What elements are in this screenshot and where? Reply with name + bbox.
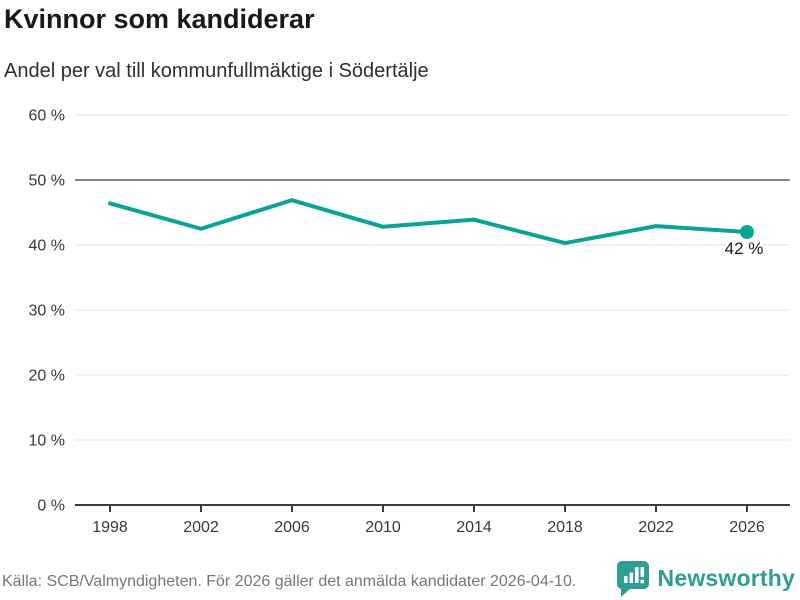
source-text: Källa: SCB/Valmyndigheten. För 2026 gäll… bbox=[2, 573, 577, 590]
y-tick-label: 40 % bbox=[29, 238, 65, 255]
x-tick-label: 2014 bbox=[456, 519, 492, 536]
y-tick-label: 50 % bbox=[29, 173, 65, 190]
x-tick-label: 2022 bbox=[638, 519, 674, 536]
end-value-label: 42 % bbox=[725, 239, 764, 258]
y-tick-label: 60 % bbox=[29, 108, 65, 125]
chart-subtitle: Andel per val till kommunfullmäktige i S… bbox=[4, 60, 429, 82]
x-tick-label: 2002 bbox=[183, 519, 219, 536]
x-tick-label: 2018 bbox=[547, 519, 583, 536]
newsworthy-logo-icon bbox=[616, 560, 649, 597]
chart-title: Kvinnor som kandiderar bbox=[4, 4, 315, 34]
y-tick-label: 30 % bbox=[29, 303, 65, 320]
footer: Källa: SCB/Valmyndigheten. För 2026 gäll… bbox=[0, 558, 800, 600]
end-point-dot bbox=[740, 225, 754, 239]
line-chart: 0 % 10 % 20 % 30 % 40 % 50 % 60 % 1998 2002 2006 2… bbox=[29, 108, 790, 536]
x-tick-label: 2010 bbox=[365, 519, 401, 536]
y-tick-label: 0 % bbox=[37, 498, 65, 515]
x-tick-label: 2006 bbox=[274, 519, 310, 536]
y-tick-label: 10 % bbox=[29, 433, 65, 450]
x-tick-label: 1998 bbox=[92, 519, 128, 536]
newsworthy-logo: Newsworthy bbox=[616, 558, 795, 598]
y-tick-label: 20 % bbox=[29, 368, 65, 385]
x-tick-label: 2026 bbox=[729, 519, 765, 536]
data-line bbox=[108, 198, 749, 246]
brand-name: Newsworthy bbox=[657, 564, 795, 591]
